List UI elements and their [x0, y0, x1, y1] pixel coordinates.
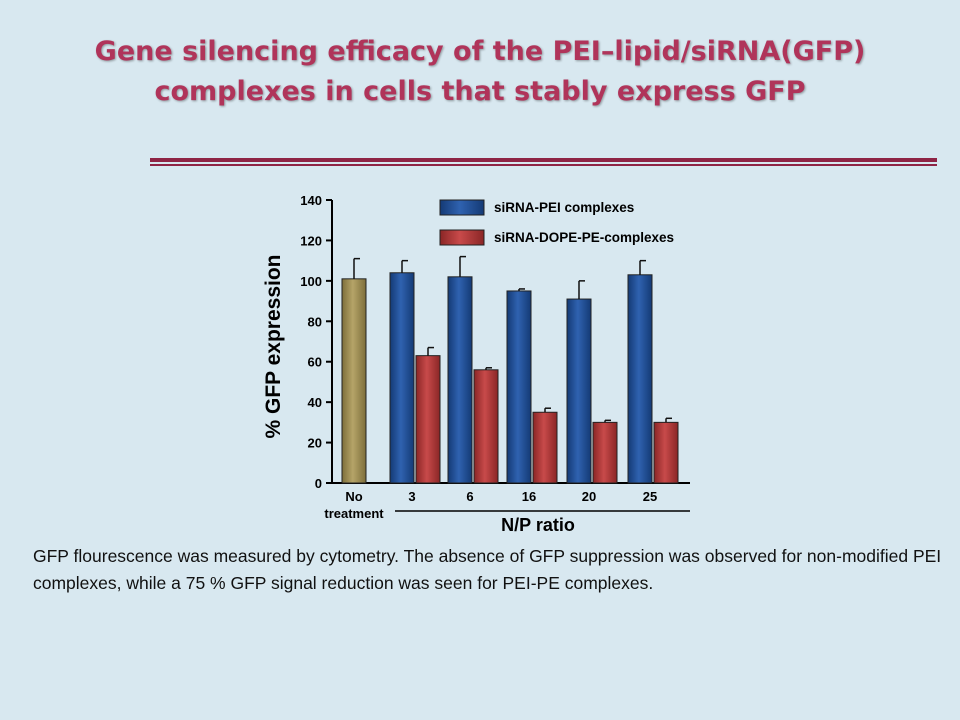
title-line-1: Gene silencing efficacy of the PEI–lipid… — [94, 36, 866, 67]
x-tick-label-control: No — [345, 489, 362, 504]
y-tick-label: 120 — [300, 233, 322, 248]
bar-dope-16 — [532, 411, 558, 484]
bar-dope-6 — [473, 369, 499, 484]
caption-text: GFP flourescence was measured by cytomet… — [33, 546, 942, 593]
bar-pei-25 — [627, 274, 653, 484]
legend-label-dope: siRNA-DOPE-PE-complexes — [494, 230, 674, 245]
bar-pei-20 — [566, 298, 592, 484]
y-tick-label: 20 — [308, 436, 322, 451]
bar-pei-3 — [389, 272, 415, 484]
legend-label-pei: siRNA-PEI complexes — [494, 200, 634, 215]
y-tick-label: 60 — [308, 355, 322, 370]
bar-dope-3 — [415, 355, 441, 484]
x-tick-label: 6 — [466, 489, 473, 504]
title-line-2: complexes in cells that stably express G… — [154, 76, 806, 107]
x-tick-label: 25 — [643, 489, 657, 504]
bar-dope-25 — [653, 421, 679, 484]
legend-swatch-pei — [439, 199, 485, 216]
bar-no-treatment — [341, 278, 367, 484]
y-tick-label: 40 — [308, 395, 322, 410]
y-tick-label: 140 — [300, 193, 322, 208]
x-axis-title: N/P ratio — [501, 515, 575, 535]
x-tick-label: 20 — [582, 489, 596, 504]
slide-title: Gene silencing efficacy of the PEI–lipid… — [0, 32, 960, 112]
y-tick-label: 100 — [300, 274, 322, 289]
bar-pei-6 — [447, 276, 473, 484]
x-tick-label-control: treatment — [324, 506, 384, 521]
title-divider-thin — [150, 164, 937, 166]
x-tick-label: 16 — [522, 489, 536, 504]
y-tick-label: 0 — [315, 476, 322, 491]
y-axis-title: % GFP expression — [262, 254, 285, 438]
y-tick-label: 80 — [308, 314, 322, 329]
bar-pei-16 — [506, 290, 532, 484]
x-tick-label: 3 — [408, 489, 415, 504]
bar-dope-20 — [592, 421, 618, 484]
gfp-bar-chart: 0 20 40 60 80 100 120 140 % GFP expression N/P r… — [262, 193, 690, 535]
legend-swatch-dope — [439, 229, 485, 246]
title-divider — [150, 158, 937, 162]
